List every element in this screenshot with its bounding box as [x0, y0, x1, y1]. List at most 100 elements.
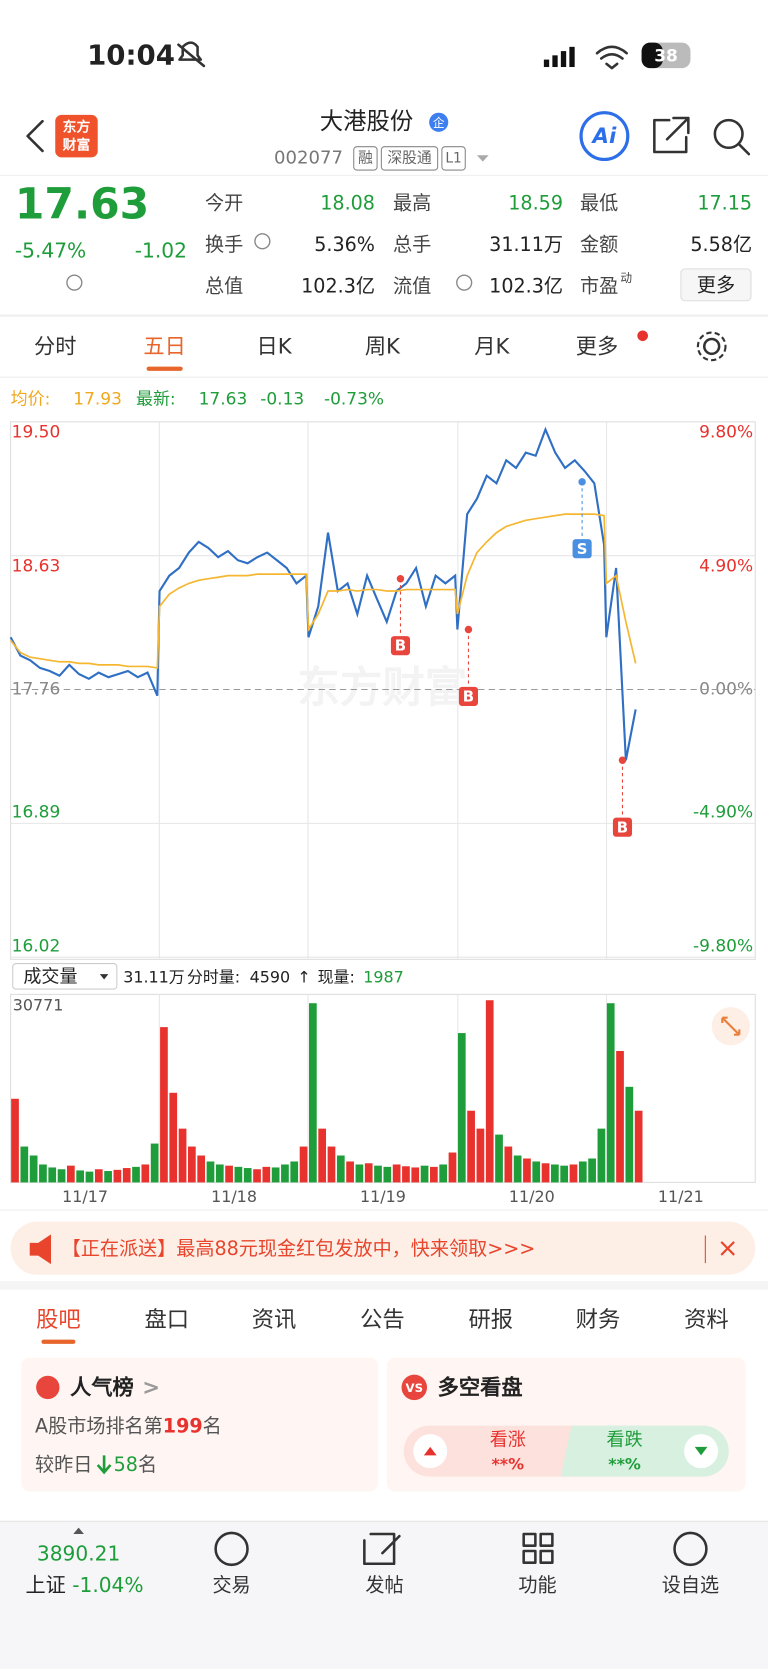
field-value: 18.59	[508, 192, 563, 215]
down-icon	[694, 1446, 708, 1456]
chart-tab[interactable]: 月K	[474, 334, 510, 359]
section-tab[interactable]: 股吧	[36, 1307, 81, 1333]
section-tab[interactable]: 财务	[576, 1307, 621, 1333]
megaphone-icon	[29, 1234, 51, 1265]
vs-text: VS	[406, 1381, 423, 1395]
volume-bar	[215, 1164, 224, 1183]
nav-item[interactable]: 交易	[212, 1574, 250, 1597]
settings-button[interactable]	[702, 337, 721, 356]
field-label: 市盈	[580, 274, 618, 297]
card-title: 人气榜 >	[70, 1374, 160, 1400]
field-label: 今开	[205, 192, 243, 215]
field-label: 流值	[393, 274, 431, 297]
tag	[380, 146, 439, 171]
popularity-card[interactable]	[21, 1357, 379, 1492]
chart-tab[interactable]: 分时	[34, 334, 76, 359]
volume-bar	[299, 1146, 308, 1183]
volume-selector[interactable]	[12, 963, 118, 990]
chart-tab[interactable]: 更多	[576, 334, 618, 359]
trade-label: B	[463, 687, 474, 705]
badge-text: 企	[433, 116, 445, 130]
y2-tick-label: 4.90%	[699, 556, 753, 576]
trade-badge	[572, 539, 592, 559]
trade-label: S	[577, 540, 588, 558]
red-dot	[637, 330, 648, 342]
volume-bar	[439, 1164, 448, 1183]
watchlist-icon	[673, 1531, 708, 1567]
volume-bar	[392, 1164, 401, 1183]
search-handle	[738, 143, 751, 156]
tag	[353, 146, 378, 171]
battery-level	[641, 42, 663, 69]
field-label: 换手	[205, 233, 243, 256]
volume-bar	[160, 1027, 168, 1183]
section-tabs: 股吧 盘口 资讯 公告 研报 财务 资料	[36, 1307, 729, 1344]
volume-bar	[113, 1169, 122, 1183]
field-label: 总手	[393, 233, 431, 256]
volume-bar	[169, 1092, 178, 1183]
volume-bar	[616, 1050, 624, 1183]
section-tab[interactable]: 公告	[360, 1307, 405, 1333]
mute-icon	[177, 41, 206, 68]
day-dividers	[158, 421, 608, 960]
trade-label: B	[617, 818, 628, 836]
volume-bar	[150, 1143, 159, 1183]
volume-bar	[532, 1161, 541, 1183]
more-text: 更多	[697, 273, 735, 296]
chart-tab[interactable]: 五日	[143, 334, 185, 359]
post-icon	[363, 1532, 401, 1566]
nav-item[interactable]: 发帖	[365, 1574, 403, 1597]
dropdown-arrow[interactable]	[476, 155, 489, 162]
expand-icon	[721, 1016, 741, 1036]
y-tick-label: 16.02	[12, 937, 61, 957]
stock-code: 002077	[274, 147, 343, 168]
banner-close[interactable]: ×	[717, 1233, 738, 1263]
nav-item[interactable]: 设自选	[662, 1574, 719, 1597]
more-button[interactable]	[680, 268, 752, 302]
volume-bar	[504, 1146, 513, 1183]
chart-tab[interactable]: 周K	[365, 334, 401, 359]
nav-item[interactable]: 功能	[518, 1574, 556, 1597]
volume-bar	[374, 1165, 382, 1183]
volume-bar	[569, 1164, 578, 1183]
bull-label: 看涨	[490, 1430, 526, 1451]
trade-badge	[390, 636, 411, 656]
tag	[441, 146, 466, 171]
stock-name: 大港股份	[320, 107, 413, 135]
ai-button[interactable]	[579, 111, 630, 162]
volume-max-label: 30771	[13, 996, 64, 1015]
banner-text: 【正在派送】最高88元现金红包发放中，快来领取>>>	[62, 1237, 536, 1260]
section-tab[interactable]: 资讯	[252, 1307, 297, 1333]
tab-indicator	[146, 366, 183, 371]
index-value[interactable]: 3890.21	[37, 1542, 120, 1566]
volume-bar	[132, 1166, 140, 1183]
volume-bar	[309, 1003, 317, 1183]
field-value: 102.3亿	[301, 274, 375, 297]
section-tab[interactable]: 研报	[468, 1307, 513, 1333]
x-tick-label: 11/20	[509, 1187, 555, 1206]
volume-bar	[402, 1166, 410, 1183]
volume-bar	[551, 1164, 559, 1183]
promo-banner[interactable]	[10, 1221, 756, 1275]
section-tab[interactable]: 盘口	[144, 1307, 189, 1333]
section-tab[interactable]: 资料	[684, 1307, 729, 1333]
field-value: 17.15	[697, 192, 752, 215]
trade-point	[396, 575, 405, 583]
field-value: 5.36%	[314, 233, 375, 256]
index-line[interactable]: 上证 -1.04%	[25, 1573, 143, 1597]
bear-bar[interactable]	[560, 1425, 729, 1477]
chart-tab[interactable]: 日K	[256, 334, 292, 359]
share-button[interactable]	[653, 116, 690, 154]
volume-bar	[290, 1161, 299, 1183]
logo-text: 东方	[63, 119, 91, 136]
x-tick-label: 11/17	[62, 1187, 108, 1206]
search-button[interactable]	[713, 118, 744, 150]
volume-bar	[541, 1163, 550, 1183]
trade-point	[578, 478, 586, 486]
rank-change: 较昨日 58名	[35, 1452, 157, 1475]
back-button[interactable]	[26, 119, 44, 153]
volume-bar	[141, 1164, 150, 1183]
nav-items: 交易 发帖 功能 设自选	[212, 1574, 719, 1597]
down-arrow	[96, 1455, 112, 1475]
x-tick-label: 11/18	[211, 1187, 257, 1206]
